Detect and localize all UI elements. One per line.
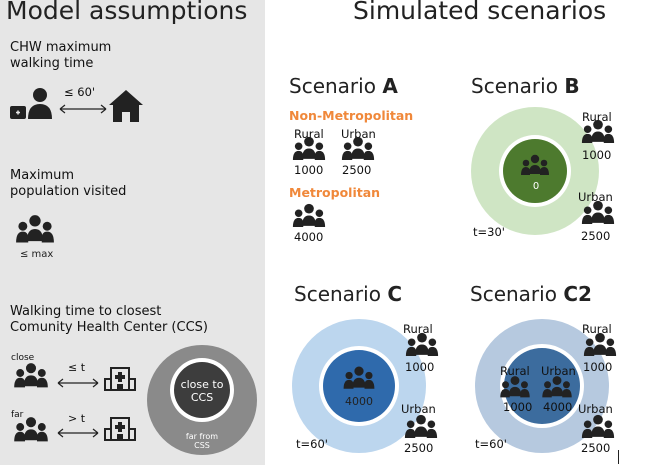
non-metropolitan-label: Non-Metropolitan	[289, 108, 414, 123]
scenario-c2-diagram	[475, 319, 609, 453]
scenario-c2-inner-rural-value: 1000	[503, 400, 533, 414]
scenario-c-center-icon	[343, 366, 375, 389]
scenario-c2-inner-urban-label: Urban	[541, 364, 576, 378]
scenario-c2-rural-label: Rural	[582, 322, 612, 336]
ccs-label-line2: Comunity Health Center (CCS)	[10, 320, 208, 335]
scenario-b-rural-label: Rural	[582, 110, 612, 124]
far-time: > t	[68, 412, 86, 425]
scenario-b-urban-label: Urban	[578, 190, 613, 204]
walking-arrow	[59, 104, 107, 114]
scenario-b-urban-icon	[581, 200, 615, 225]
scenario-c2-inner-rural-icon	[500, 376, 530, 398]
house-icon	[109, 90, 143, 122]
scenario-a-urban-value: 2500	[342, 163, 372, 177]
scenario-a-rural-icon	[292, 136, 326, 161]
scenario-c2-rural-value: 1000	[583, 360, 613, 374]
ccs-distance-diagram	[147, 345, 257, 455]
far-from-ccs-text: far from CSS	[185, 432, 219, 450]
far-label: far	[11, 410, 24, 420]
scenario-b-rural-icon	[581, 119, 615, 144]
scenario-c-rural-value: 1000	[405, 360, 435, 374]
scenario-c2-urban-label: Urban	[578, 402, 613, 416]
population-max-value: ≤ max	[20, 249, 54, 260]
scenario-b-urban-value: 2500	[581, 229, 611, 243]
scenario-c-urban-label: Urban	[401, 402, 436, 416]
far-population-icon	[14, 417, 48, 442]
scenario-c2-urban-icon	[581, 414, 615, 439]
scenario-b-center-icon	[521, 154, 549, 175]
population-label-line1: Maximum	[10, 168, 75, 183]
scenario-c-urban-value: 2500	[404, 441, 434, 455]
scenario-c-rural-label: Rural	[403, 322, 433, 336]
scenario-c2-rural-icon	[583, 332, 617, 357]
walking-time-label-line2: walking time	[10, 56, 94, 71]
scenario-c2-t-label: t=60'	[475, 437, 507, 451]
ccs-label-line1: Walking time to closest	[10, 304, 162, 319]
close-to-ccs-circle	[174, 362, 230, 418]
close-to-ccs-text: close to CCS	[180, 378, 224, 404]
population-icon	[16, 215, 54, 243]
scenario-a-urban-icon	[341, 136, 375, 161]
walking-time-value: ≤ 60'	[64, 85, 96, 99]
health-worker-icon	[10, 88, 52, 119]
scenario-c-t-label: t=60'	[296, 437, 328, 451]
scenario-c2-inner-rural-label: Rural	[500, 364, 530, 378]
scenario-c2-inner-circle	[504, 348, 580, 424]
scenario-a-title: Scenario A	[289, 74, 398, 98]
scenario-c2-inner-urban-icon	[542, 376, 572, 398]
scenario-c2-urban-value: 2500	[581, 441, 611, 455]
close-clinic-icon	[104, 367, 136, 391]
population-label-line2: population visited	[10, 184, 127, 199]
simulated-scenarios-title: Simulated scenarios	[353, 0, 607, 25]
scenario-b-center-value: 0	[532, 181, 540, 192]
scenario-c2-title: Scenario C2	[470, 282, 592, 306]
scenario-a-rural-label: Rural	[294, 127, 324, 141]
scenario-c-title: Scenario C	[294, 282, 402, 306]
far-arrow	[57, 428, 99, 438]
scenario-a-urban-label: Urban	[341, 127, 376, 141]
close-time: ≤ t	[68, 361, 86, 374]
walking-time-label-line1: CHW maximum	[10, 40, 112, 55]
scenario-b-t-label: t=30'	[473, 225, 505, 239]
edge-tick	[618, 450, 619, 464]
scenario-a-rural-value: 1000	[294, 163, 324, 177]
scenario-a-metro-value: 4000	[294, 230, 324, 244]
scenario-b-title: Scenario B	[471, 74, 580, 98]
model-assumptions-title: Model assumptions	[6, 0, 248, 25]
scenario-b-rural-value: 1000	[582, 148, 612, 162]
close-population-icon	[14, 363, 48, 388]
scenario-a-metro-icon	[292, 203, 326, 228]
metropolitan-label: Metropolitan	[289, 185, 381, 200]
scenario-c-urban-icon	[404, 414, 438, 439]
scenario-c2-inner-urban-value: 4000	[543, 400, 573, 414]
close-label: close	[11, 353, 35, 363]
scenario-c-center-value: 4000	[345, 395, 373, 408]
scenario-c-rural-icon	[405, 332, 439, 357]
close-arrow	[57, 378, 99, 388]
far-clinic-icon	[104, 417, 136, 441]
